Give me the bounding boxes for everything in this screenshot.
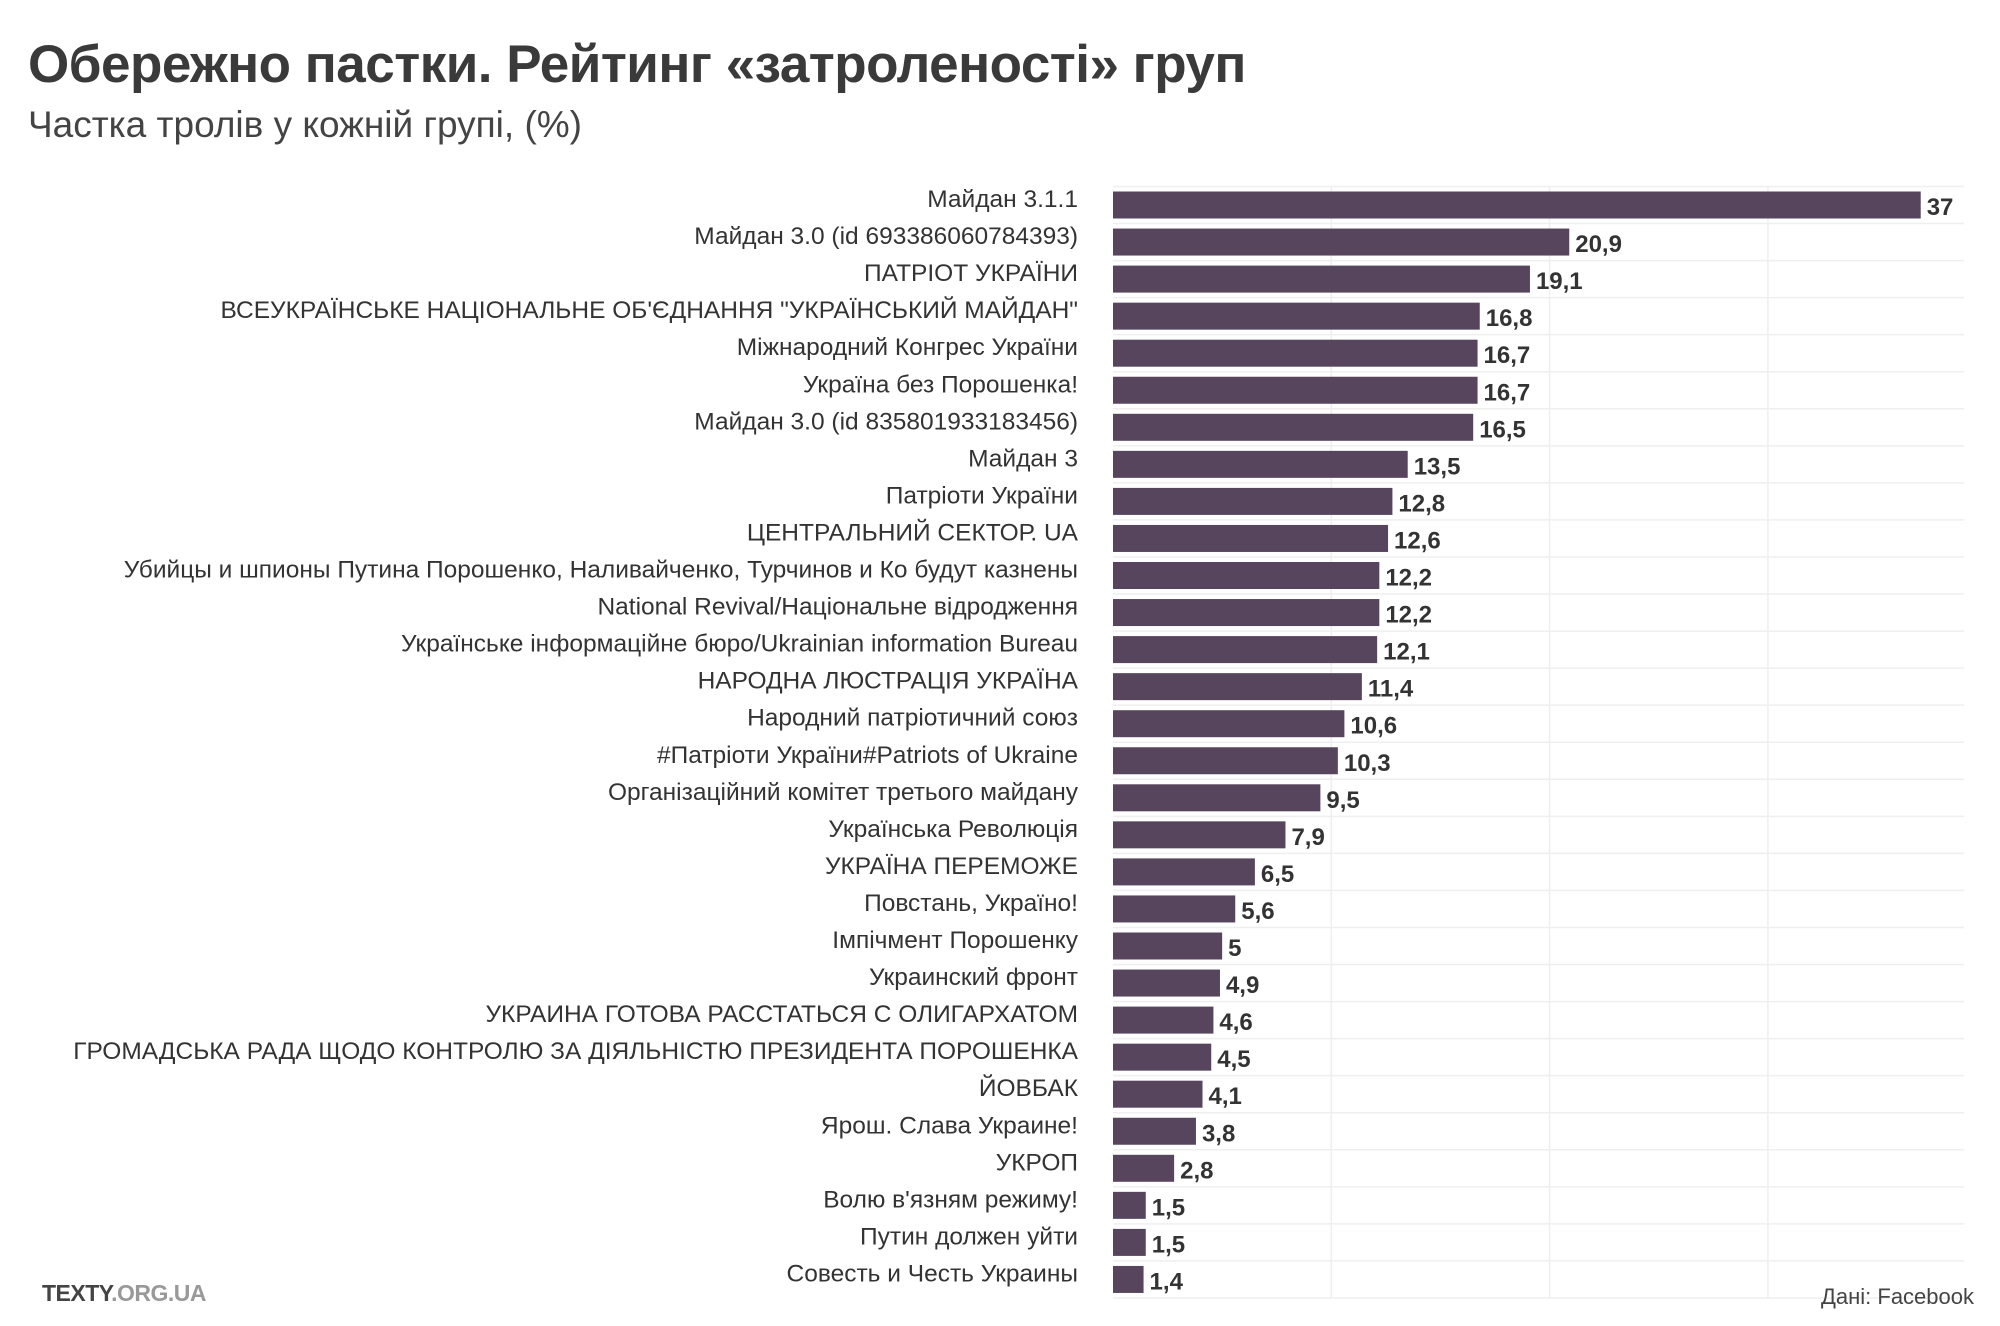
bar	[1113, 1191, 1146, 1219]
bar	[1113, 784, 1321, 812]
bar	[1113, 1043, 1212, 1071]
value-label: 3,8	[1202, 1120, 1235, 1147]
value-label: 10,6	[1350, 713, 1397, 740]
value-label: 12,6	[1394, 527, 1441, 554]
category-label: ГРОМАДСЬКА РАДА ЩОДО КОНТРОЛЮ ЗА ДІЯЛЬНІ…	[73, 1038, 1078, 1065]
bar	[1113, 1154, 1175, 1182]
value-label: 12,8	[1398, 490, 1445, 517]
category-label: УКРАЇНА ПЕРЕМОЖЕ	[825, 853, 1078, 880]
chart-title: Обережно пастки. Рейтинг «затроленості» …	[28, 35, 1246, 94]
value-label: 1,4	[1150, 1268, 1184, 1295]
bar	[1113, 1117, 1196, 1145]
bar	[1113, 376, 1478, 404]
value-label: 16,5	[1479, 416, 1526, 443]
category-label: Повстань, Україно!	[864, 890, 1078, 917]
value-label: 13,5	[1414, 453, 1461, 480]
category-label: Патріоти України	[886, 482, 1078, 509]
value-label: 12,1	[1383, 639, 1430, 666]
value-label: 16,7	[1484, 379, 1531, 406]
value-label: 1,5	[1152, 1231, 1185, 1258]
value-label: 7,9	[1291, 824, 1324, 851]
value-label: 20,9	[1575, 231, 1622, 258]
logo-domain: .ORG.UA	[111, 1280, 206, 1306]
value-label: 37	[1927, 194, 1954, 221]
value-label: 4,5	[1217, 1046, 1250, 1073]
category-label: Совесть и Честь Украины	[787, 1260, 1078, 1287]
bar	[1113, 413, 1474, 441]
value-label: 5,6	[1241, 898, 1274, 925]
category-label: ВСЕУКРАЇНСЬКЕ НАЦІОНАЛЬНЕ ОБ'ЄДНАННЯ "УК…	[221, 296, 1079, 324]
bar	[1113, 1080, 1203, 1108]
value-label: 5	[1228, 935, 1241, 962]
bar	[1113, 710, 1345, 738]
value-label: 4,1	[1209, 1083, 1242, 1110]
category-label: Українське інформаційне бюро/Ukrainian i…	[401, 631, 1078, 658]
bar	[1113, 599, 1380, 627]
bar	[1113, 1006, 1214, 1034]
bar	[1113, 302, 1480, 330]
category-label: ЙОВБАК	[979, 1074, 1079, 1102]
category-label: Убийцы и шпионы Путина Порошенко, Налива…	[124, 557, 1078, 584]
category-label: Українська Революція	[828, 816, 1078, 843]
value-label: 12,2	[1385, 602, 1432, 629]
category-label: Майдан 3.1.1	[927, 186, 1078, 213]
category-label: Міжнародний Конгрес України	[737, 334, 1078, 361]
bar	[1113, 1265, 1144, 1293]
value-label: 4,6	[1219, 1009, 1252, 1036]
category-label: Путин должен уйти	[860, 1223, 1078, 1250]
category-label: National Revival/Національне відродження	[597, 594, 1078, 621]
bar	[1113, 673, 1362, 701]
category-label: Волю в'язням режиму!	[823, 1186, 1078, 1213]
value-label: 2,8	[1180, 1157, 1213, 1184]
bar	[1113, 969, 1220, 997]
bar	[1113, 858, 1255, 886]
category-label: Украинский фронт	[869, 964, 1078, 991]
bar	[1113, 265, 1530, 293]
category-label: Імпічмент Порошенку	[832, 927, 1078, 954]
value-label: 16,8	[1486, 305, 1533, 332]
bar	[1113, 895, 1236, 923]
bar	[1113, 191, 1921, 219]
value-label: 11,4	[1368, 676, 1414, 703]
bar	[1113, 932, 1223, 960]
chart-subtitle: Частка тролів у кожній групі, (%)	[28, 104, 582, 145]
bar	[1113, 562, 1380, 589]
category-label: Майдан 3.0 (id 693386060784393)	[694, 223, 1078, 250]
bar	[1113, 747, 1338, 775]
value-label: 19,1	[1536, 268, 1583, 295]
category-label: #Патріоти України#Patriots of Ukraine	[657, 742, 1078, 769]
category-label: Ярош. Слава Украине!	[821, 1112, 1078, 1139]
category-label: УКРАИНА ГОТОВА РАССТАТЬСЯ С ОЛИГАРХАТОМ	[485, 1001, 1078, 1028]
value-label: 12,2	[1385, 565, 1432, 592]
bar	[1113, 487, 1393, 515]
source-note: Дані: Facebook	[1820, 1284, 1974, 1309]
category-label: УКРОП	[996, 1149, 1078, 1176]
value-label: 4,9	[1226, 972, 1259, 999]
value-label: 9,5	[1326, 787, 1359, 814]
bar	[1113, 339, 1478, 367]
bar	[1113, 1228, 1146, 1256]
value-label: 16,7	[1484, 342, 1531, 369]
value-label: 10,3	[1344, 750, 1391, 777]
category-label: Майдан 3.0 (id 835801933183456)	[694, 408, 1078, 435]
category-label: Майдан 3	[968, 445, 1078, 472]
category-label: НАРОДНА ЛЮСТРАЦІЯ УКРАЇНА	[698, 668, 1079, 695]
logo-main: TEXTY	[42, 1280, 112, 1306]
value-label: 1,5	[1152, 1194, 1185, 1221]
category-label: ПАТРІОТ УКРАЇНИ	[864, 260, 1078, 287]
bar	[1113, 228, 1570, 256]
value-label: 6,5	[1261, 861, 1294, 888]
bar	[1113, 450, 1408, 478]
texty-logo: TEXTY.ORG.UA	[42, 1280, 206, 1307]
category-label: ЦЕНТРАЛЬНИЙ СЕКТОР. UA	[747, 518, 1079, 546]
bar	[1113, 636, 1378, 664]
bar	[1113, 821, 1286, 849]
category-label: Україна без Порошенка!	[803, 371, 1078, 398]
bar	[1113, 524, 1389, 552]
category-label: Народний патріотичний союз	[747, 705, 1078, 732]
category-label: Організаційний комітет третього майдану	[608, 779, 1079, 806]
